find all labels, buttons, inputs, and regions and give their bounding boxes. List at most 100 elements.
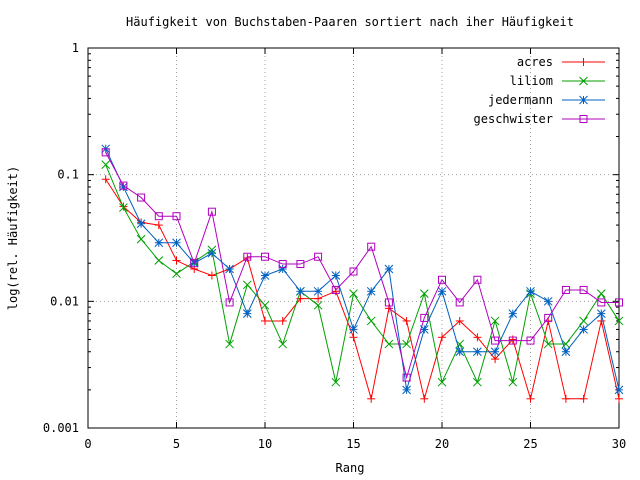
legend: acres liliom jedermann geschwister [474, 55, 605, 126]
data-point [349, 325, 358, 334]
data-point [242, 309, 252, 318]
legend-marker [579, 115, 588, 123]
data-point [473, 377, 482, 387]
data-point [366, 316, 376, 326]
data-point [314, 252, 323, 261]
data-point [136, 219, 146, 229]
series-line-acres [105, 178, 620, 401]
data-point [278, 316, 287, 325]
data-point [596, 309, 606, 318]
data-point [172, 269, 181, 279]
data-point [384, 339, 394, 349]
data-point [614, 316, 624, 326]
data-point [526, 286, 535, 296]
data-point [243, 252, 252, 261]
data-point [543, 296, 553, 306]
data-point [402, 373, 411, 382]
series-jedermann [101, 144, 624, 395]
data-point [172, 212, 181, 221]
data-point [526, 336, 535, 345]
data-point [136, 234, 146, 244]
data-point [597, 316, 606, 325]
series-liliom [101, 160, 624, 387]
series-layer [101, 144, 624, 403]
data-point [207, 207, 216, 216]
data-point [313, 300, 323, 310]
data-point [473, 347, 482, 357]
x-tick-label: 20 [435, 437, 449, 451]
data-point [438, 333, 446, 342]
y-tick-label: 0.001 [43, 421, 79, 435]
data-point [579, 394, 588, 403]
x-tick-label: 25 [523, 437, 537, 451]
y-tick-label: 0.01 [50, 294, 79, 308]
data-point [614, 385, 624, 395]
data-point [278, 260, 287, 269]
data-point [101, 160, 111, 169]
data-point [349, 267, 358, 276]
data-point [225, 264, 234, 274]
y-tick-label: 0.1 [57, 168, 79, 182]
data-point [296, 286, 305, 296]
data-point [579, 285, 588, 294]
data-point [402, 316, 411, 325]
data-point [490, 316, 500, 326]
data-point [437, 286, 447, 296]
y-tick-label: 1 [72, 41, 79, 55]
x-axis-label: Rang [336, 461, 365, 475]
data-point [508, 377, 518, 387]
data-point [260, 300, 270, 310]
data-point [331, 271, 341, 280]
series-line-liliom [105, 164, 620, 384]
x-tick-label: 10 [258, 437, 272, 451]
data-point [384, 264, 394, 274]
data-point [349, 333, 358, 342]
data-point [367, 394, 376, 403]
data-point [367, 242, 376, 251]
data-point [119, 203, 128, 212]
data-point [473, 333, 482, 342]
legend-label: acres [517, 55, 553, 69]
data-point [455, 298, 464, 307]
data-point [366, 286, 376, 296]
data-point [473, 275, 482, 284]
legend-label: geschwister [474, 112, 553, 126]
axis-ticks: 0 5 10 15 20 25 30 0.001 0.01 0.1 1 [43, 41, 626, 451]
data-point [154, 256, 164, 265]
data-point [207, 248, 217, 258]
data-point [597, 298, 606, 307]
data-point [154, 238, 164, 248]
data-point [402, 385, 411, 395]
series-line-geschwister [105, 152, 619, 380]
x-tick-label: 0 [84, 437, 91, 451]
data-point [420, 313, 429, 322]
y-axis-label: log(rel. Häufigkeit) [6, 166, 20, 311]
data-point [490, 347, 500, 357]
data-point [419, 289, 429, 298]
data-point [491, 355, 500, 364]
x-tick-label: 30 [612, 437, 626, 451]
data-point [349, 289, 358, 298]
data-point [579, 316, 588, 326]
data-point [331, 287, 340, 296]
legend-marker [579, 58, 588, 66]
data-point [278, 264, 288, 274]
data-point [561, 347, 571, 357]
data-point [561, 285, 570, 294]
data-point [543, 339, 553, 349]
data-point [455, 316, 464, 325]
data-point [154, 221, 163, 230]
legend-label: jedermann [488, 93, 553, 107]
data-point [296, 260, 305, 269]
data-point [402, 339, 411, 349]
data-point [172, 256, 181, 265]
x-tick-label: 15 [346, 437, 360, 451]
data-point [190, 259, 199, 268]
data-point [579, 325, 588, 334]
data-point [101, 175, 110, 184]
data-point [261, 316, 269, 325]
data-point [544, 313, 553, 322]
data-point [491, 336, 500, 345]
data-point [615, 298, 623, 307]
